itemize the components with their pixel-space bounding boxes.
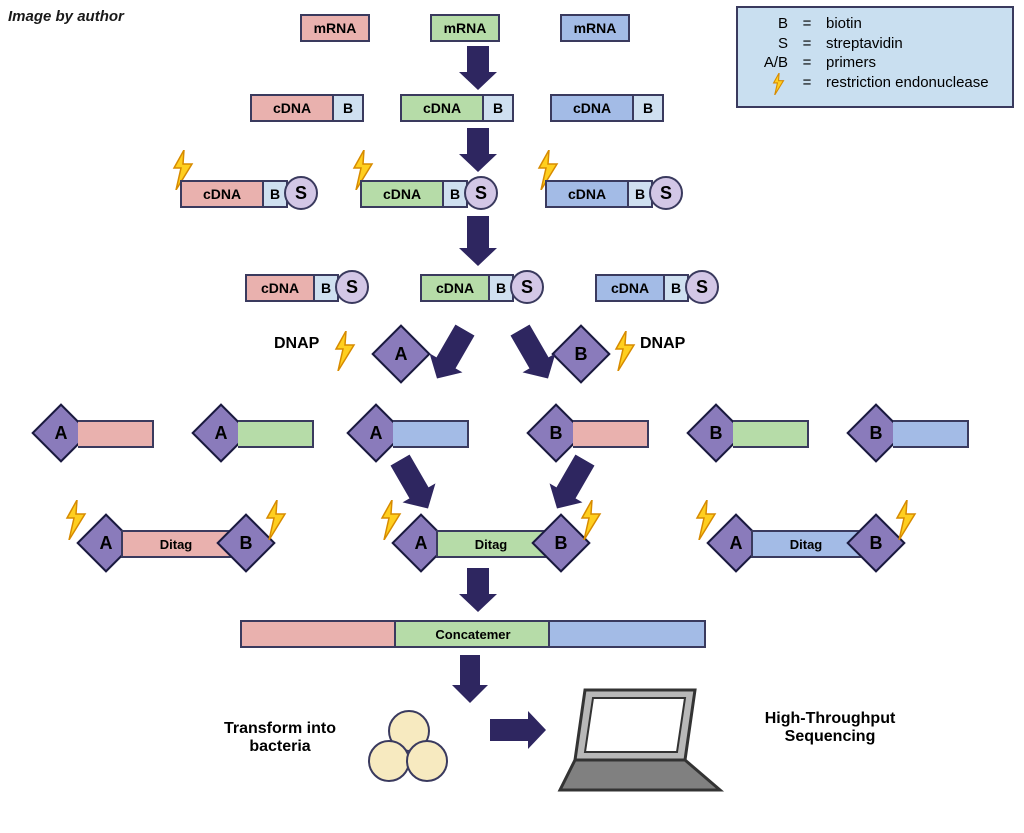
bacteria-icon: [368, 710, 458, 790]
dnap-label: DNAP: [640, 335, 685, 353]
tag-fragment: [78, 420, 154, 448]
bolt-icon: [891, 500, 919, 540]
arrow: [450, 655, 490, 715]
concatemer-segment: [240, 620, 396, 648]
arrow: [458, 46, 498, 102]
legend-row: S=streptavidin: [748, 34, 1002, 54]
legend-row: B=biotin: [748, 14, 1002, 34]
tag-fragment: [573, 420, 649, 448]
cdna-block: cDNA: [420, 274, 490, 302]
bolt-icon: [330, 331, 358, 371]
tag-fragment: [238, 420, 314, 448]
bolt-icon: [610, 331, 638, 371]
legend-row: =restriction endonuclease: [748, 73, 1002, 101]
arrow: [458, 128, 498, 184]
streptavidin-circle: S: [284, 176, 318, 210]
transform-label: Transform into bacteria: [210, 720, 350, 756]
concatemer-segment: [548, 620, 706, 648]
mrna-block: mRNA: [430, 14, 500, 42]
dnap-label: DNAP: [274, 335, 319, 353]
cdna-block: cDNA: [595, 274, 665, 302]
bolt-icon: [261, 500, 289, 540]
legend-bolt-icon: [748, 73, 788, 101]
attribution-text: Image by author: [8, 8, 124, 25]
cdna-block: cDNA: [250, 94, 334, 122]
ditag-block: Ditag: [436, 530, 546, 558]
cdna-block: cDNA: [180, 180, 264, 208]
arrow: [490, 710, 558, 750]
cdna-block: cDNA: [245, 274, 315, 302]
cdna-block: cDNA: [545, 180, 629, 208]
mrna-block: mRNA: [560, 14, 630, 42]
concatemer-segment: Concatemer: [394, 620, 550, 648]
ditag-block: Ditag: [121, 530, 231, 558]
streptavidin-circle: S: [685, 270, 719, 304]
mrna-block: mRNA: [300, 14, 370, 42]
ditag-block: Ditag: [751, 530, 861, 558]
cdna-block: cDNA: [360, 180, 444, 208]
biotin-tag: B: [332, 94, 364, 122]
hts-label: High-Throughput Sequencing: [745, 710, 915, 746]
streptavidin-circle: S: [335, 270, 369, 304]
biotin-tag: B: [632, 94, 664, 122]
arrow: [458, 216, 498, 278]
cdna-block: cDNA: [550, 94, 634, 122]
legend-row: A/B=primers: [748, 53, 1002, 73]
arrow: [458, 568, 498, 624]
legend-box: B=biotinS=streptavidinA/B=primers=restri…: [736, 6, 1014, 108]
streptavidin-circle: S: [510, 270, 544, 304]
streptavidin-circle: S: [649, 176, 683, 210]
tag-fragment: [733, 420, 809, 448]
laptop-icon: [555, 680, 725, 805]
arrow: [414, 320, 483, 399]
tag-fragment: [393, 420, 469, 448]
tag-fragment: [893, 420, 969, 448]
